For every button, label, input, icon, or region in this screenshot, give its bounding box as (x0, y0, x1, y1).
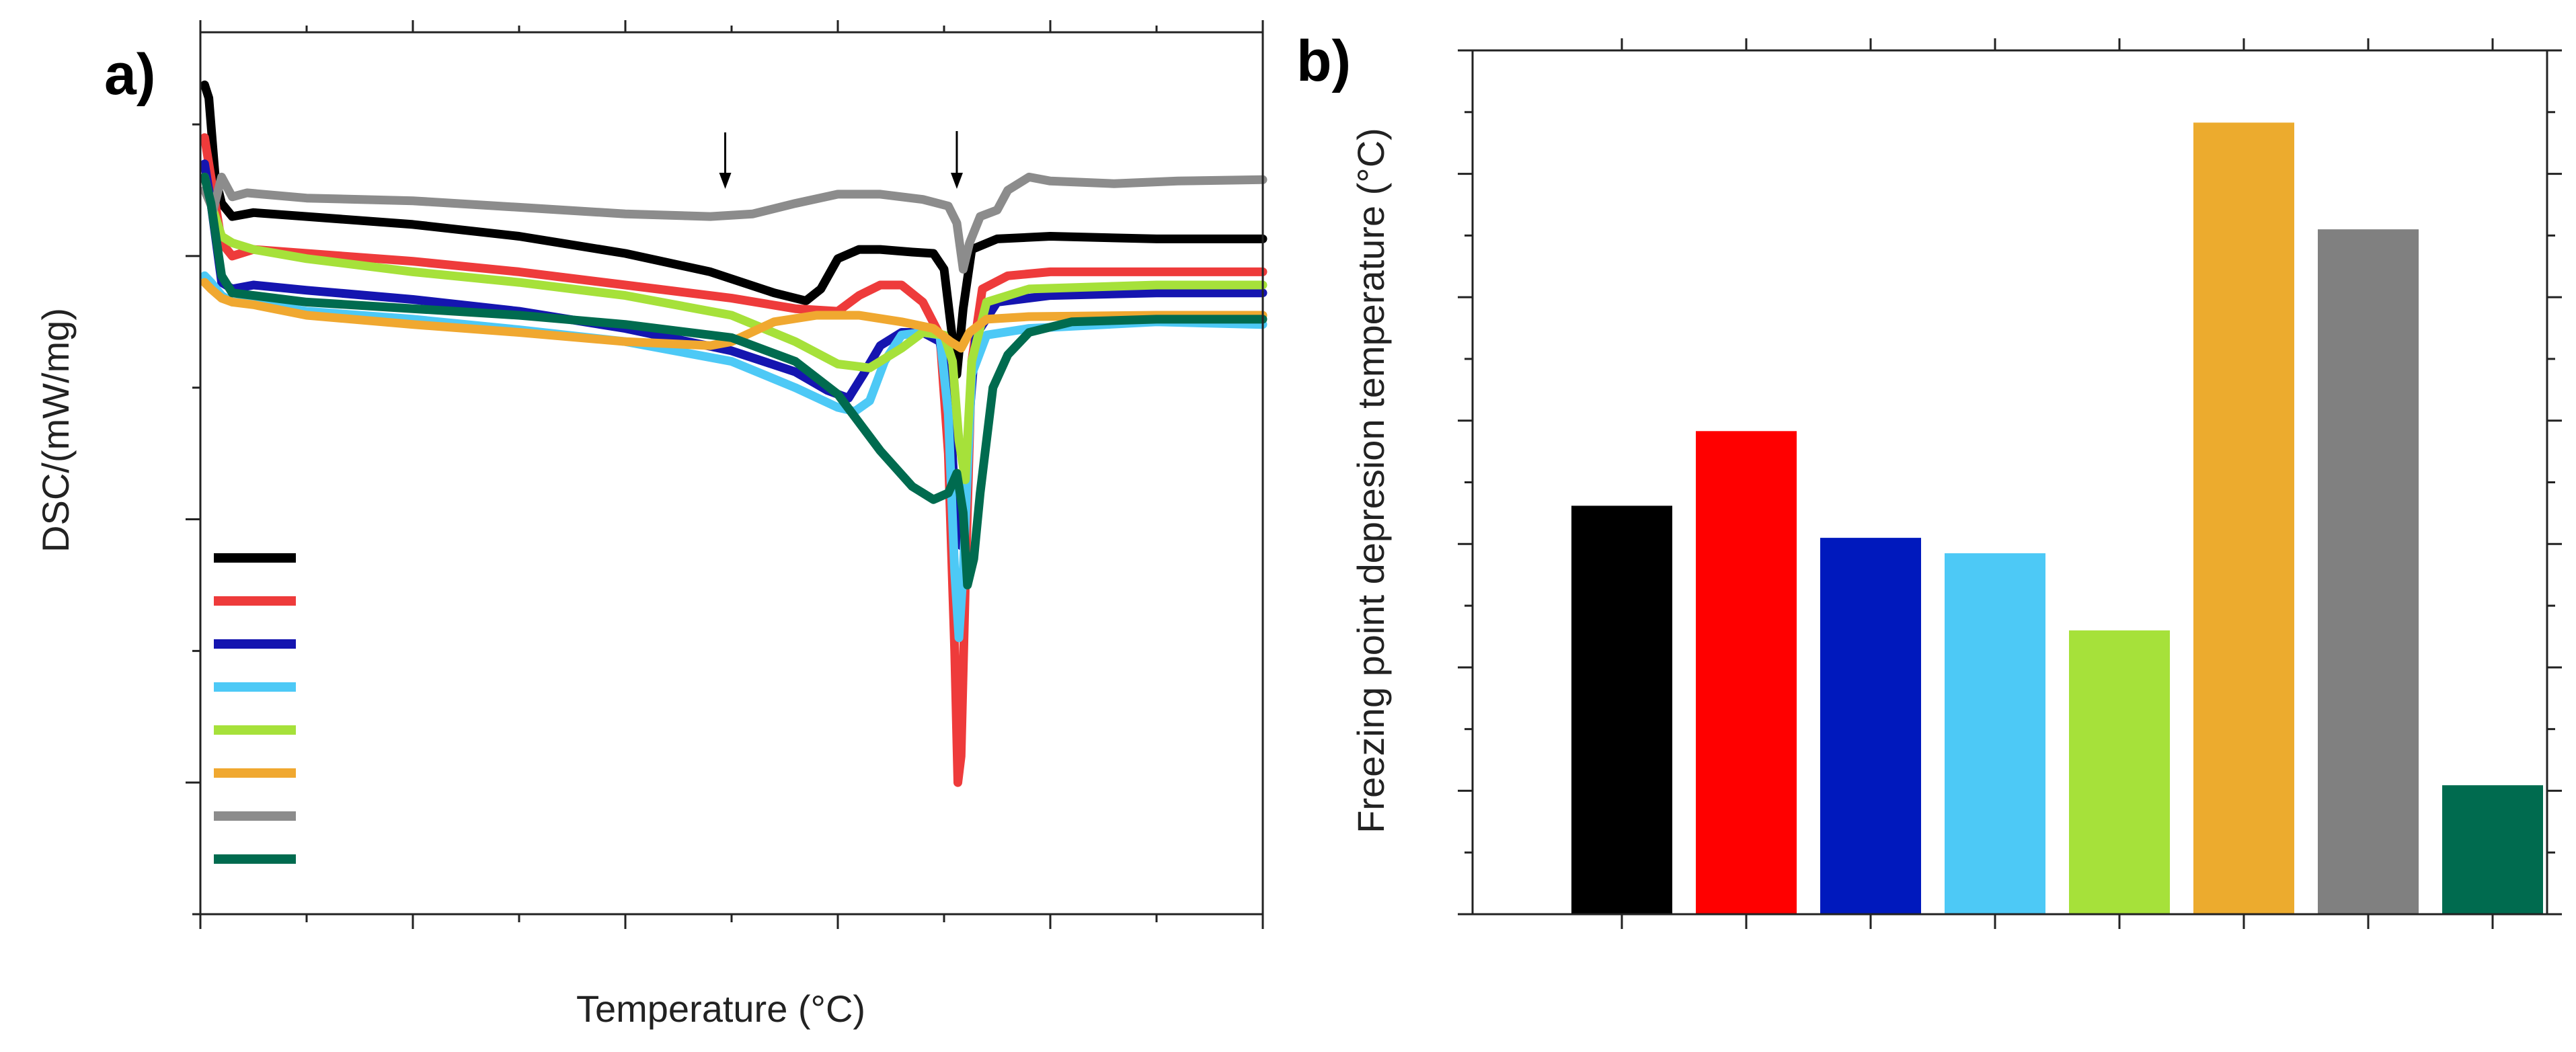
series-line-r6 (200, 278, 1267, 353)
bar-r4 (1945, 553, 2045, 914)
panel-a-x-axis-title: Temperature (°C) (576, 987, 865, 1030)
series-line-r5 (200, 172, 1267, 485)
panel-b: b) Freezing point depresion temperature … (1296, 29, 2562, 929)
bar-r1 (1571, 505, 1672, 914)
panel-a-plot (186, 20, 1267, 929)
bar-r6 (2193, 122, 2294, 914)
series-line-r1 (200, 80, 1267, 379)
panel-a-annotations (719, 131, 963, 189)
bar-r8 (2442, 785, 2543, 914)
panel-b-y-axis-title: Freezing point depresion temperature (°C… (1350, 128, 1392, 834)
bar-r2 (1696, 431, 1797, 914)
bar-r5 (2069, 630, 2170, 914)
bar-r3 (1820, 538, 1921, 914)
series-line-r4 (200, 271, 1267, 643)
series-line-r8 (200, 172, 1267, 590)
panel-a-legend (214, 553, 296, 864)
panel-a-frame (199, 31, 1264, 916)
panel-a-y-axis-title: DSC/(mW/mg) (34, 308, 77, 553)
annotation-arrow-head (950, 172, 963, 189)
panel-b-label: b) (1296, 29, 1351, 93)
panel-b-plot (1458, 38, 2562, 929)
series-line-r7 (200, 172, 1267, 274)
panel-a-label: a) (104, 42, 155, 107)
bar-r7 (2318, 229, 2419, 914)
annotation-arrow-head (719, 172, 732, 189)
panel-a: a) DSC/(mW/mg) Temperature (°C) (34, 20, 1267, 1030)
